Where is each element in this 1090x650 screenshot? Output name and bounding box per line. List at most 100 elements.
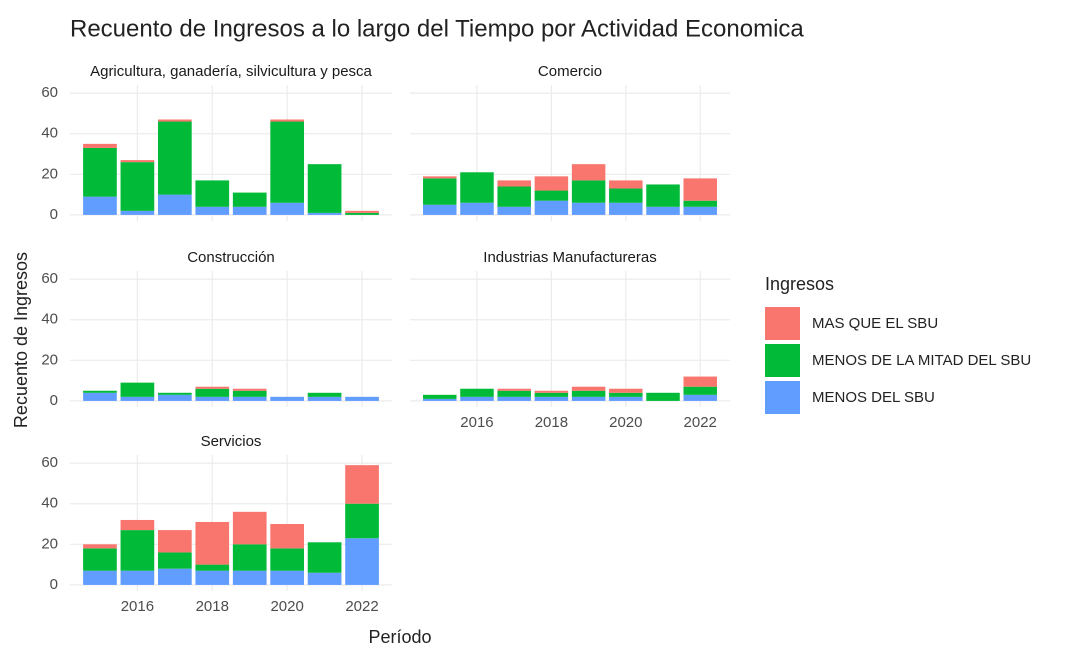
bar-segment [497, 388, 531, 391]
bar-segment [609, 388, 643, 393]
bar-segment [307, 396, 342, 401]
bar-segment [497, 396, 531, 401]
bar-segment [270, 396, 305, 401]
bar-segment [232, 206, 267, 215]
bar-segment [195, 521, 230, 565]
bar-segment [157, 568, 192, 585]
y-tick-label: 40 [41, 495, 58, 512]
x-tick-label: 2016 [460, 414, 493, 431]
bar-segment [307, 392, 342, 397]
y-tick-label: 0 [50, 392, 58, 409]
bar-segment [497, 206, 531, 215]
bar-segment [534, 176, 569, 191]
bar-segment [232, 511, 267, 545]
x-tick-label: 2016 [121, 598, 154, 615]
bar-segment [270, 548, 305, 571]
legend-title: Ingresos [765, 274, 834, 294]
bar-segment [534, 392, 569, 397]
y-tick-label: 0 [50, 576, 58, 593]
facet-title: Servicios [201, 433, 262, 450]
bar-segment [609, 188, 643, 203]
bar-segment [609, 392, 643, 397]
bar-segment [423, 178, 457, 205]
legend-key [765, 344, 800, 377]
bar-segment [571, 164, 606, 181]
bar-segment [232, 544, 267, 571]
bar-segment [83, 147, 117, 197]
bar-segment [195, 564, 230, 571]
facet-title: Agricultura, ganadería, silvicultura y p… [90, 63, 372, 80]
bar-segment [120, 160, 155, 163]
bar-segment [83, 544, 117, 549]
bar-segment [157, 394, 192, 401]
x-tick-label: 2022 [345, 598, 378, 615]
bar-segment [307, 164, 342, 213]
bar-segment [83, 392, 117, 401]
bar-segment [120, 570, 155, 585]
bar-segment [609, 180, 643, 189]
bar-segment [683, 206, 717, 215]
bar-segment [120, 530, 155, 571]
bar-segment [83, 548, 117, 571]
bar-segment [120, 519, 155, 531]
bar-segment [534, 190, 569, 201]
facet-title: Industrias Manufactureras [483, 249, 656, 266]
bar-segment [345, 465, 379, 504]
bar-segment [195, 180, 230, 207]
y-tick-label: 60 [41, 270, 58, 287]
bar-segment [460, 202, 494, 215]
bar-segment [683, 178, 717, 201]
bar-segment [232, 570, 267, 585]
y-tick-label: 20 [41, 165, 58, 182]
legend-key [765, 381, 800, 414]
y-tick-label: 0 [50, 206, 58, 223]
bar-segment [571, 202, 606, 215]
bar-segment [345, 503, 379, 539]
bar-segment [571, 390, 606, 397]
bar-segment [232, 388, 267, 391]
y-tick-label: 40 [41, 125, 58, 142]
bar-segment [571, 386, 606, 391]
x-tick-label: 2020 [609, 414, 642, 431]
facet-title: Comercio [538, 63, 602, 80]
bar-segment [345, 396, 379, 401]
bar-segment [195, 396, 230, 401]
bar-segment [83, 570, 117, 585]
bar-segment [497, 180, 531, 187]
y-axis-label: Recuento de Ingresos [11, 252, 31, 428]
x-axis-label: Período [368, 627, 431, 647]
legend-label: MENOS DEL SBU [812, 389, 935, 406]
legend-key [765, 307, 800, 340]
bar-segment [157, 194, 192, 215]
bar-segment [307, 212, 342, 215]
bar-segment [270, 119, 305, 122]
bar-segment [232, 396, 267, 401]
bar-segment [195, 386, 230, 389]
bar-segment [157, 530, 192, 553]
y-tick-label: 60 [41, 84, 58, 101]
bar-segment [609, 202, 643, 215]
bar-segment [307, 572, 342, 585]
bar-segment [195, 570, 230, 585]
bar-segment [157, 119, 192, 122]
bar-segment [345, 212, 379, 215]
bar-segment [232, 390, 267, 397]
bar-segment [534, 390, 569, 393]
bar-segment [534, 396, 569, 401]
legend-label: MENOS DE LA MITAD DEL SBU [812, 352, 1031, 369]
bar-segment [345, 210, 379, 213]
x-tick-label: 2020 [270, 598, 303, 615]
bar-segment [683, 200, 717, 207]
x-tick-label: 2018 [535, 414, 568, 431]
bar-segment [460, 172, 494, 203]
bar-segment [423, 204, 457, 215]
bar-segment [120, 382, 155, 397]
bar-segment [534, 200, 569, 215]
bar-segment [120, 396, 155, 401]
bar-segment [157, 552, 192, 569]
x-tick-label: 2022 [684, 414, 717, 431]
bar-segment [270, 524, 305, 549]
bar-segment [646, 206, 680, 215]
bar-segment [571, 396, 606, 401]
